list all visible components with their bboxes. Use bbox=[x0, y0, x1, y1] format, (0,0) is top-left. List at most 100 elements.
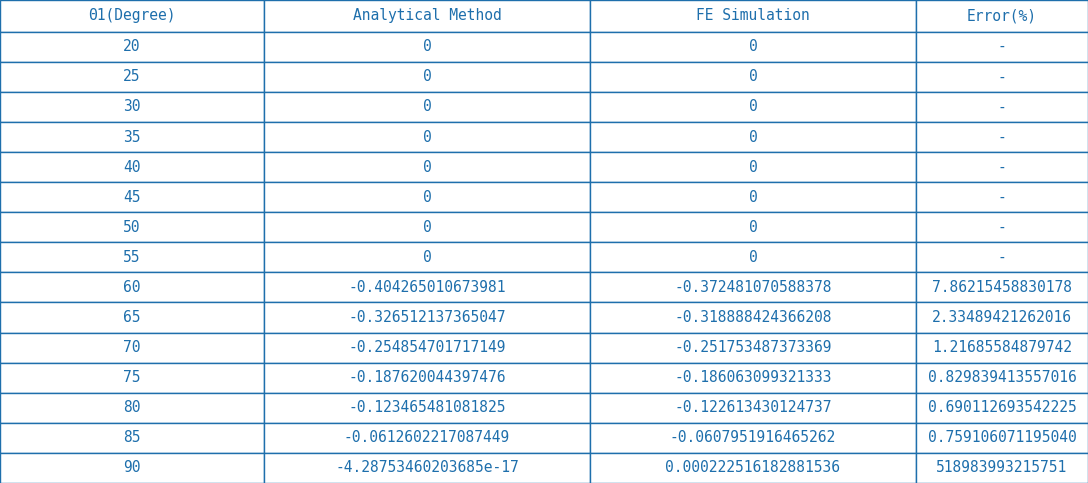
Text: -: - bbox=[998, 159, 1006, 174]
Bar bbox=[264, 393, 590, 423]
Bar bbox=[0, 0, 264, 32]
Bar bbox=[590, 212, 916, 242]
Bar bbox=[264, 302, 590, 333]
Bar bbox=[264, 242, 590, 272]
Text: 60: 60 bbox=[123, 280, 140, 295]
Bar bbox=[916, 423, 1088, 453]
Text: 65: 65 bbox=[123, 310, 140, 325]
Text: -: - bbox=[998, 129, 1006, 144]
Text: 0: 0 bbox=[422, 159, 431, 174]
Text: 90: 90 bbox=[123, 460, 140, 475]
Bar bbox=[916, 393, 1088, 423]
Bar bbox=[590, 32, 916, 62]
Bar bbox=[916, 333, 1088, 363]
Text: 0.829839413557016: 0.829839413557016 bbox=[928, 370, 1076, 385]
Text: 80: 80 bbox=[123, 400, 140, 415]
Text: 55: 55 bbox=[123, 250, 140, 265]
Text: 0: 0 bbox=[422, 129, 431, 144]
Text: 0: 0 bbox=[422, 190, 431, 205]
Bar bbox=[590, 62, 916, 92]
Text: -: - bbox=[998, 70, 1006, 85]
Bar bbox=[0, 333, 264, 363]
Bar bbox=[0, 62, 264, 92]
Text: 50: 50 bbox=[123, 220, 140, 235]
Bar bbox=[590, 122, 916, 152]
Text: -0.122613430124737: -0.122613430124737 bbox=[675, 400, 831, 415]
Bar bbox=[0, 453, 264, 483]
Bar bbox=[264, 152, 590, 182]
Bar bbox=[0, 393, 264, 423]
Bar bbox=[590, 453, 916, 483]
Text: 0: 0 bbox=[749, 39, 757, 54]
Text: Analytical Method: Analytical Method bbox=[353, 8, 502, 23]
Bar bbox=[264, 212, 590, 242]
Text: 25: 25 bbox=[123, 70, 140, 85]
Text: 1.21685584879742: 1.21685584879742 bbox=[932, 340, 1072, 355]
Bar bbox=[0, 423, 264, 453]
Text: -4.28753460203685e-17: -4.28753460203685e-17 bbox=[335, 460, 519, 475]
Bar bbox=[264, 0, 590, 32]
Text: -: - bbox=[998, 190, 1006, 205]
Text: 7.86215458830178: 7.86215458830178 bbox=[932, 280, 1072, 295]
Bar bbox=[590, 0, 916, 32]
Text: -0.0612602217087449: -0.0612602217087449 bbox=[344, 430, 510, 445]
Text: -0.254854701717149: -0.254854701717149 bbox=[348, 340, 506, 355]
Bar bbox=[264, 363, 590, 393]
Text: -0.186063099321333: -0.186063099321333 bbox=[675, 370, 831, 385]
Bar bbox=[916, 152, 1088, 182]
Bar bbox=[916, 0, 1088, 32]
Text: 0: 0 bbox=[422, 250, 431, 265]
Bar bbox=[916, 363, 1088, 393]
Bar bbox=[0, 152, 264, 182]
Text: -: - bbox=[998, 250, 1006, 265]
Bar bbox=[0, 122, 264, 152]
Bar bbox=[264, 423, 590, 453]
Text: Θ1(Degree): Θ1(Degree) bbox=[88, 8, 176, 23]
Bar bbox=[916, 453, 1088, 483]
Bar bbox=[264, 272, 590, 302]
Bar bbox=[264, 182, 590, 212]
Bar bbox=[0, 92, 264, 122]
Text: 518983993215751: 518983993215751 bbox=[937, 460, 1067, 475]
Text: -: - bbox=[998, 39, 1006, 54]
Bar bbox=[916, 242, 1088, 272]
Text: 0: 0 bbox=[749, 250, 757, 265]
Text: -0.123465481081825: -0.123465481081825 bbox=[348, 400, 506, 415]
Bar bbox=[0, 302, 264, 333]
Bar bbox=[590, 272, 916, 302]
Text: -0.372481070588378: -0.372481070588378 bbox=[675, 280, 831, 295]
Text: 0: 0 bbox=[749, 159, 757, 174]
Text: 70: 70 bbox=[123, 340, 140, 355]
Text: 2.33489421262016: 2.33489421262016 bbox=[932, 310, 1072, 325]
Text: 0.000222516182881536: 0.000222516182881536 bbox=[666, 460, 840, 475]
Text: 20: 20 bbox=[123, 39, 140, 54]
Bar bbox=[0, 272, 264, 302]
Bar bbox=[916, 32, 1088, 62]
Bar bbox=[264, 62, 590, 92]
Text: 0: 0 bbox=[749, 129, 757, 144]
Bar bbox=[0, 182, 264, 212]
Text: -: - bbox=[998, 220, 1006, 235]
Bar bbox=[0, 242, 264, 272]
Text: 0: 0 bbox=[422, 220, 431, 235]
Text: -0.0607951916465262: -0.0607951916465262 bbox=[670, 430, 836, 445]
Bar bbox=[590, 333, 916, 363]
Text: 0: 0 bbox=[422, 70, 431, 85]
Bar bbox=[264, 453, 590, 483]
Text: 0.690112693542225: 0.690112693542225 bbox=[928, 400, 1076, 415]
Text: -0.326512137365047: -0.326512137365047 bbox=[348, 310, 506, 325]
Text: 40: 40 bbox=[123, 159, 140, 174]
Text: -0.318888424366208: -0.318888424366208 bbox=[675, 310, 831, 325]
Bar bbox=[916, 122, 1088, 152]
Text: FE Simulation: FE Simulation bbox=[696, 8, 809, 23]
Text: 45: 45 bbox=[123, 190, 140, 205]
Bar bbox=[264, 32, 590, 62]
Text: 35: 35 bbox=[123, 129, 140, 144]
Text: -: - bbox=[998, 99, 1006, 114]
Bar bbox=[264, 92, 590, 122]
Bar bbox=[916, 302, 1088, 333]
Text: 0: 0 bbox=[749, 70, 757, 85]
Bar bbox=[590, 302, 916, 333]
Bar bbox=[590, 242, 916, 272]
Bar bbox=[916, 212, 1088, 242]
